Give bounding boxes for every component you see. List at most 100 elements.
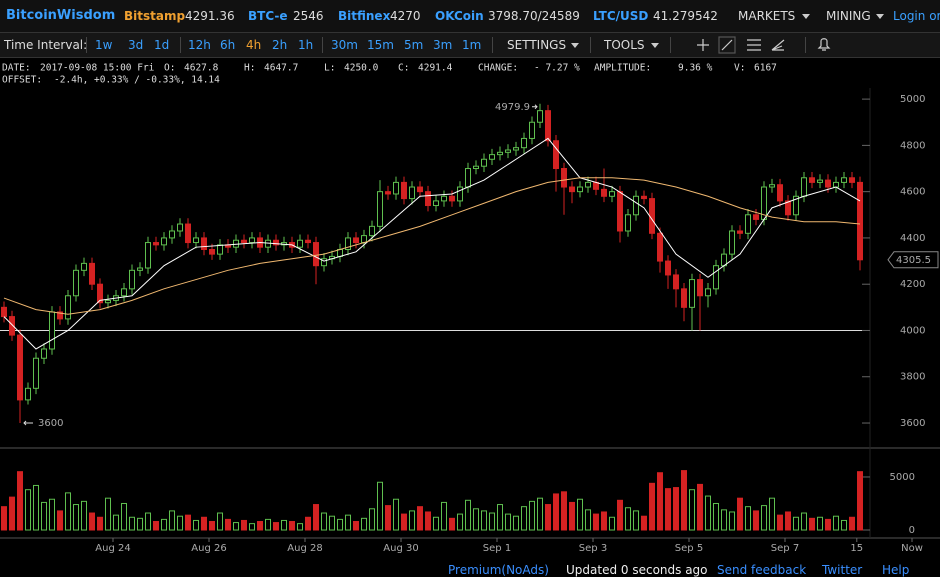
interval-button[interactable]: 15m — [367, 38, 394, 52]
candle-body — [337, 248, 343, 257]
candle-body — [545, 110, 551, 142]
interval-button[interactable]: 1w — [95, 38, 113, 52]
moving-average — [3, 177, 861, 315]
ticker-name[interactable]: Bitfinex — [338, 9, 391, 23]
candle-body — [297, 239, 303, 248]
separator — [590, 37, 591, 53]
volume-bar — [361, 517, 367, 531]
volume-bar — [513, 515, 519, 531]
volume-bar — [129, 516, 135, 531]
y-tick-label: 4600 — [900, 187, 925, 198]
candle-body — [49, 311, 55, 350]
volume-bar — [89, 512, 95, 531]
volume-bar — [161, 518, 167, 531]
volume-bar — [745, 506, 751, 531]
footer-link[interactable]: Premium(NoAds) — [448, 563, 549, 577]
menu[interactable]: SETTINGS — [507, 38, 567, 52]
ticker-name[interactable]: BTC-e — [248, 9, 288, 23]
interval-button[interactable]: 6h — [220, 38, 236, 52]
login[interactable]: Login or — [893, 9, 940, 23]
volume-bar — [73, 504, 79, 531]
candle-body — [513, 147, 519, 151]
candle-body — [449, 195, 455, 202]
footer-link[interactable]: Send feedback — [717, 563, 807, 577]
volume-bar — [449, 517, 455, 531]
volume-bar — [1, 506, 7, 531]
y-tick-label: 4000 — [900, 325, 925, 336]
footer-link[interactable]: Help — [882, 563, 910, 577]
ticker-price: 2546 — [293, 9, 324, 23]
brand[interactable]: BitcoinWisdom — [6, 8, 116, 23]
volume-bar — [817, 516, 823, 531]
interval-button[interactable]: 3d — [128, 38, 144, 52]
candle-body — [177, 223, 183, 232]
volume-bar — [705, 495, 711, 531]
volume-bar — [153, 521, 159, 531]
interval-button[interactable]: 12h — [188, 38, 211, 52]
volume-bar — [41, 501, 47, 531]
volume-bar — [465, 499, 471, 531]
volume-bar — [137, 517, 143, 531]
volume-bar — [601, 511, 607, 531]
interval-button[interactable]: 1m — [462, 38, 482, 52]
menu[interactable]: MINING — [826, 9, 871, 23]
candle-body — [457, 186, 463, 202]
separator — [492, 37, 493, 53]
ticker-name[interactable]: OKCoin — [435, 9, 484, 23]
candle-body — [249, 237, 255, 244]
candle-body — [641, 195, 647, 200]
footer-status: Updated 0 seconds ago — [566, 563, 708, 577]
volume-bar — [785, 511, 791, 531]
volume-bar — [721, 509, 727, 531]
volume-bar — [217, 512, 223, 531]
candle-body — [145, 242, 151, 269]
candle-body — [601, 188, 607, 197]
info-value: 4250.0 — [344, 63, 379, 74]
drawing-tools[interactable] — [690, 33, 840, 57]
x-tick-label: Sep 3 — [579, 543, 607, 554]
caret — [876, 14, 884, 23]
interval-button[interactable]: 5m — [404, 38, 424, 52]
interval-button[interactable]: 1d — [154, 38, 170, 52]
ticker-name[interactable]: Bitstamp — [124, 9, 186, 23]
volume-bar — [185, 514, 191, 531]
volume-bar — [777, 514, 783, 531]
candle-body — [753, 214, 759, 220]
menu[interactable]: TOOLS — [604, 38, 645, 52]
volume-bar — [665, 488, 671, 531]
y-tick-label: 5000 — [890, 472, 915, 483]
candle-body — [137, 267, 143, 271]
volume-bar — [377, 481, 383, 531]
candle-body — [313, 242, 319, 267]
y-tick-label: 0 — [909, 525, 915, 536]
volume-bar — [577, 498, 583, 531]
candle-body — [441, 195, 447, 202]
candle-body — [97, 283, 103, 304]
interval-button[interactable]: 4h — [246, 38, 262, 52]
interval-button[interactable]: 1h — [298, 38, 314, 52]
candle-body — [57, 311, 63, 320]
volume-bar — [433, 516, 439, 531]
interval-button[interactable]: 30m — [331, 38, 358, 52]
candle-body — [793, 195, 799, 216]
footer-link[interactable]: Twitter — [822, 563, 863, 577]
candle-body — [617, 191, 623, 232]
info-label: OFFSET: — [2, 75, 42, 86]
candle-body — [169, 230, 175, 239]
ticker-name[interactable]: LTC/USD — [593, 9, 649, 23]
candle-body — [825, 179, 831, 188]
volume-bar — [313, 504, 319, 531]
menu[interactable]: MARKETS — [738, 9, 796, 23]
volume-bar — [561, 491, 567, 531]
separator — [670, 37, 671, 53]
volume-bar — [649, 482, 655, 531]
candle-body — [833, 181, 839, 188]
interval-button[interactable]: 2h — [272, 38, 288, 52]
candle-body — [305, 239, 311, 244]
candle-body — [729, 230, 735, 255]
candle-body — [193, 237, 199, 244]
interval-button[interactable]: 3m — [433, 38, 453, 52]
volume-bar — [145, 512, 151, 531]
candle-body — [849, 177, 855, 183]
